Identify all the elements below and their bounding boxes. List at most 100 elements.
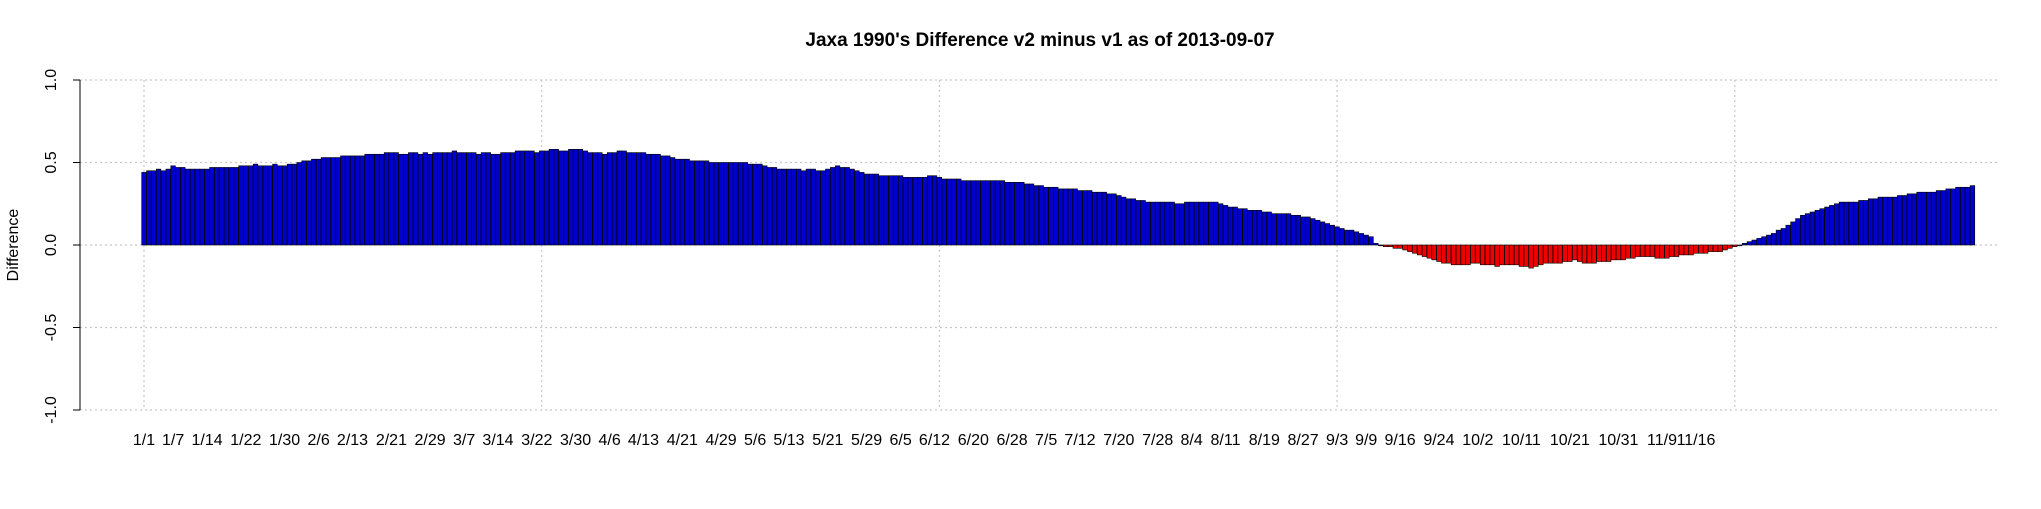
bar xyxy=(1824,206,1830,246)
bar xyxy=(1009,182,1015,246)
chart-title: Jaxa 1990's Difference v2 minus v1 as of… xyxy=(805,30,1274,51)
bar xyxy=(878,175,884,246)
bar xyxy=(340,155,346,246)
bar xyxy=(1809,211,1815,246)
bar xyxy=(1945,188,1951,246)
bar xyxy=(1470,244,1476,264)
bar xyxy=(1911,193,1917,246)
bar xyxy=(345,155,351,246)
bar xyxy=(1004,182,1010,246)
bar xyxy=(1640,244,1646,257)
bar xyxy=(165,168,171,246)
bar xyxy=(1480,244,1486,266)
bar xyxy=(1586,244,1592,264)
bar xyxy=(1654,244,1660,259)
bar xyxy=(1960,186,1966,246)
bar xyxy=(1921,191,1927,246)
bar xyxy=(393,152,399,246)
bar xyxy=(815,170,821,246)
bar xyxy=(1266,211,1272,246)
x-tick-label: 9/3 xyxy=(1326,432,1348,449)
bar xyxy=(1543,244,1549,264)
bar xyxy=(427,153,433,246)
bar xyxy=(1829,205,1835,246)
bar xyxy=(1969,185,1976,246)
bar xyxy=(252,163,259,246)
bar xyxy=(757,163,763,246)
bar xyxy=(306,160,312,246)
bar xyxy=(1407,244,1413,252)
bar xyxy=(1121,196,1127,246)
bar xyxy=(1189,201,1195,246)
bar xyxy=(631,152,637,246)
bar xyxy=(1635,244,1641,257)
bar xyxy=(180,167,186,246)
bar xyxy=(1232,206,1238,246)
bar xyxy=(1848,201,1854,246)
bar xyxy=(626,152,632,246)
bar xyxy=(1562,244,1568,262)
x-tick-label: 11/9 xyxy=(1647,432,1677,449)
bar xyxy=(1281,213,1287,246)
bar xyxy=(1193,201,1200,246)
bar xyxy=(1557,244,1563,264)
bar xyxy=(1780,228,1786,246)
bar xyxy=(1349,229,1355,246)
bar xyxy=(1043,186,1049,246)
bar xyxy=(1324,223,1330,246)
bar xyxy=(694,160,700,246)
bar xyxy=(1601,244,1607,262)
bar xyxy=(771,167,778,246)
bar xyxy=(587,152,593,246)
bar xyxy=(703,160,710,246)
bar xyxy=(606,152,613,246)
bar xyxy=(476,153,482,246)
bar xyxy=(1712,244,1718,252)
bar xyxy=(1276,213,1282,246)
x-tick-label: 5/13 xyxy=(773,432,804,449)
bar xyxy=(529,150,535,246)
bar xyxy=(888,175,894,246)
bar xyxy=(1038,185,1044,246)
bar xyxy=(1931,191,1937,246)
bar xyxy=(286,163,293,246)
bar xyxy=(1965,186,1971,246)
bar xyxy=(1329,224,1335,246)
bar xyxy=(1804,213,1811,246)
bar xyxy=(160,170,167,246)
x-tick-label: 1/30 xyxy=(269,432,300,449)
bar xyxy=(1305,216,1311,246)
bar xyxy=(1145,201,1151,246)
bar xyxy=(1838,201,1845,246)
bar xyxy=(1596,244,1602,262)
bar xyxy=(349,155,356,246)
x-tick-label: 8/19 xyxy=(1249,432,1280,449)
bar xyxy=(219,167,225,246)
bar xyxy=(1208,201,1214,246)
bar xyxy=(1397,244,1403,249)
x-tick-label: 4/6 xyxy=(598,432,620,449)
bar xyxy=(1310,218,1316,246)
bar xyxy=(1164,201,1170,246)
bar xyxy=(369,153,375,246)
bar xyxy=(568,149,574,246)
bar xyxy=(480,152,487,246)
x-tick-labels: 1/1 1/7 1/14 1/22 1/30 2/6 2/13 2/21 2/29 3/7 3/14… xyxy=(133,432,1716,449)
bar xyxy=(1368,236,1374,246)
bar xyxy=(282,165,288,246)
bar xyxy=(965,180,972,246)
bar xyxy=(291,163,297,246)
x-tick-label: 8/27 xyxy=(1288,432,1319,449)
bar xyxy=(1150,201,1156,246)
bar xyxy=(1125,198,1132,246)
bar xyxy=(1048,186,1054,246)
bar xyxy=(1688,244,1694,256)
x-tick-label: 6/20 xyxy=(958,432,989,449)
bar xyxy=(1664,244,1670,259)
bar xyxy=(194,168,200,246)
bar xyxy=(708,162,715,246)
bar xyxy=(1707,244,1714,252)
x-tick-label: 4/21 xyxy=(667,432,698,449)
x-tick-label: 10/21 xyxy=(1550,432,1590,449)
